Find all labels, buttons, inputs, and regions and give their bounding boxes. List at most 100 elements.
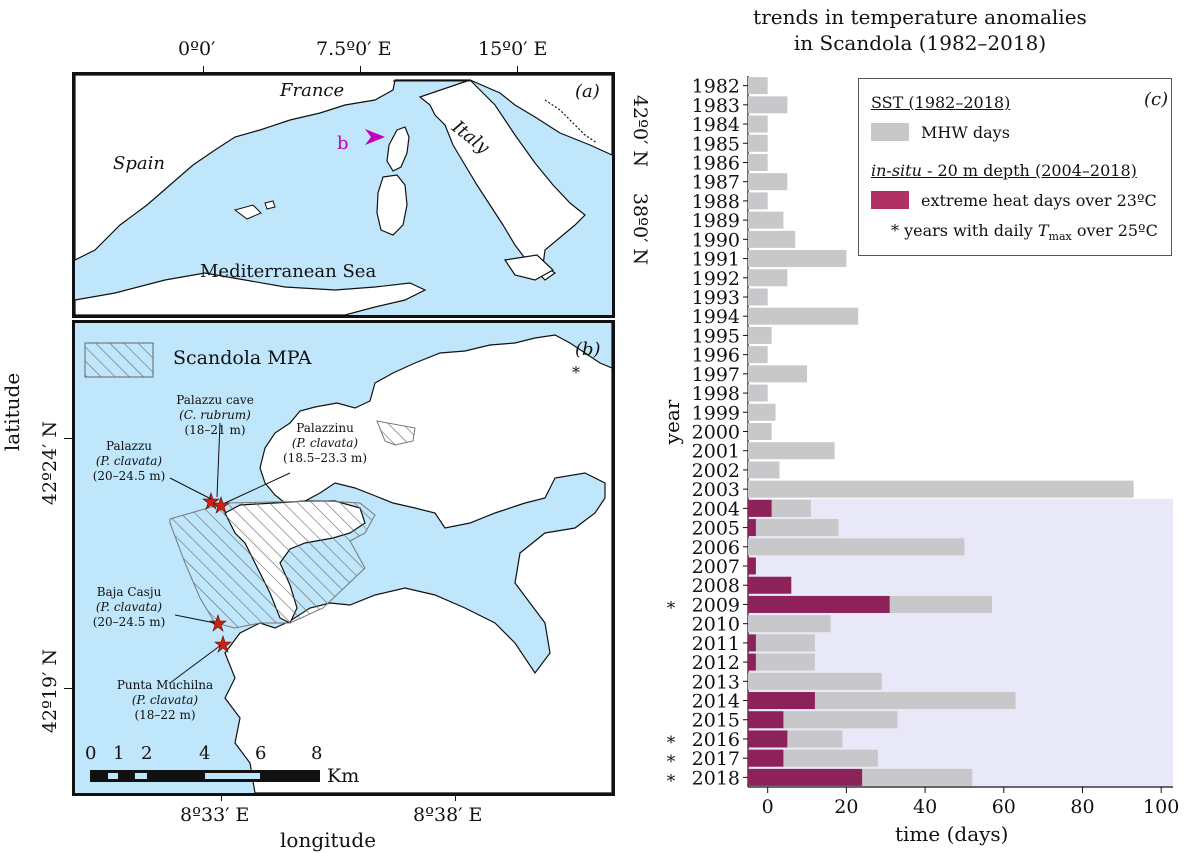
bar-mhw-1983 [748,96,788,114]
bar-mhw-1990 [748,230,796,248]
chart-title-line-1: trends in temperature anomalies [753,5,1087,29]
bar-mhw-1988 [748,192,768,210]
bar-mhw-1986 [748,153,768,171]
y-tick-label-2008: 2008 [692,575,740,597]
y-tick-label-1990: 1990 [692,229,740,251]
y-tick-label-2012: 2012 [692,652,740,674]
site-label-punta-muchilna: Punta Muchilna (P. clavata) (18–22 m) [116,678,214,722]
y-tick-label-2003: 2003 [692,479,740,501]
star-marker-2018: * [667,771,676,791]
bar-mhw-1995 [748,326,772,344]
bar-mhw-2005 [748,519,839,537]
y-tick-label-1995: 1995 [692,325,740,347]
map-panel-a: France Italy Spain Mediterranean Sea b (… [72,72,615,318]
panel-b-asterisk: * [572,363,580,382]
y-tick-label-2013: 2013 [692,671,740,693]
y-tick-label-1988: 1988 [692,191,740,213]
scale-number-1: 1 [113,743,125,764]
site-star-icon [209,614,227,632]
star-marker-2017: * [667,752,676,772]
panel-b-label: (b) [575,339,601,360]
legend-item-mhw: MHW days [921,123,1010,142]
y-tick-label-2010: 2010 [692,614,740,636]
y-tick-label-2002: 2002 [692,460,740,482]
x-tick-label-40: 40 [913,796,937,818]
y-tick-label-2009: 2009 [692,594,740,616]
top-tick-0: 0º0′ [178,38,216,60]
x-tick-label-0: 0 [762,796,774,818]
x-tick-label-60: 60 [992,796,1016,818]
chart-legend: SST (1982–2018) (c) MHW days in-situ - 2… [858,78,1172,256]
x-tick-label-20: 20 [834,796,858,818]
legend-item-extreme: extreme heat days over 23ºC [921,191,1157,210]
site-star-icon [214,635,232,653]
y-tick-label-2017: 2017 [692,748,740,770]
bottom-tick-mark-1 [455,793,456,801]
y-tick-label-2005: 2005 [692,518,740,540]
legend-swatch-mhw [871,123,909,141]
bar-extreme-2016 [748,730,788,748]
bar-mhw-1994 [748,307,859,325]
y-tick-label-1983: 1983 [692,95,740,117]
scale-number-6: 6 [255,743,267,764]
bar-extreme-2012 [748,653,756,671]
legend-note-tmax: * years with daily Tmax over 25ºC [891,221,1158,244]
bar-mhw-1984 [748,115,768,133]
site-label-baja-casju: Baja Casju (P. clavata) (20–24.5 m) [92,585,166,629]
map-b-land [84,323,612,793]
y-tick-label-1993: 1993 [692,287,740,309]
panel-a-label: (a) [575,81,600,102]
chart-ylabel: year [660,399,684,445]
scale-number-2: 2 [141,743,153,764]
y-tick-label-1989: 1989 [692,210,740,232]
bar-mhw-1999 [748,403,776,421]
y-tick-label-1996: 1996 [692,345,740,367]
y-tick-label-2000: 2000 [692,422,740,444]
bar-extreme-2014 [748,692,815,710]
bar-mhw-2002 [748,461,780,479]
panel-c-label: (c) [1144,89,1169,110]
top-tick-2: 15º0′ E [478,38,548,60]
bottom-tick-0: 8º33′ E [180,804,250,826]
chart-title-line-2: in Scandola (1982–2018) [793,31,1047,55]
y-tick-label-1998: 1998 [692,383,740,405]
y-tick-label-1999: 1999 [692,402,740,424]
y-tick-label-2015: 2015 [692,710,740,732]
y-tick-label-2014: 2014 [692,691,740,713]
bar-mhw-2006 [748,538,965,556]
mpa-legend-label: Scandola MPA [173,347,312,369]
y-tick-label-1986: 1986 [692,152,740,174]
y-tick-label-1992: 1992 [692,268,740,290]
top-tick-1: 7.5º0′ E [316,38,392,60]
y-tick-label-2004: 2004 [692,498,740,520]
bar-mhw-2015 [748,711,898,729]
x-tick-label-80: 80 [1070,796,1094,818]
bar-mhw-1989 [748,211,784,229]
bar-extreme-2004 [748,499,772,517]
bar-mhw-1991 [748,250,847,268]
y-tick-label-1997: 1997 [692,364,740,386]
legend-swatch-extreme [871,191,909,209]
y-tick-label-2016: 2016 [692,729,740,751]
y-tick-label-2006: 2006 [692,537,740,559]
country-label-france: France [280,80,345,101]
legend-heading-sst: SST (1982–2018) [871,93,1011,112]
bar-extreme-2009 [748,595,890,613]
location-marker-icon [365,129,385,145]
bar-extreme-2018 [748,768,863,786]
top-tick-mark-1 [360,66,361,74]
y-tick-label-2018: 2018 [692,767,740,789]
bar-mhw-1992 [748,269,788,287]
site-label-palazzu: Palazzu (P. clavata) (20–24.5 m) [92,439,166,483]
marker-label: b [337,133,349,154]
scale-number-8: 8 [311,743,323,764]
bar-mhw-1997 [748,365,808,383]
bar-mhw-2013 [748,672,882,690]
bar-extreme-2007 [748,557,756,575]
map-xlabel: longitude [280,828,377,852]
y-tick-label-2001: 2001 [692,441,740,463]
map-panel-b: Scandola MPA (b) * Palazzu cave (C. rubr… [72,320,615,796]
scale-number-4: 4 [199,743,211,764]
bottom-tick-1: 8º38′ E [413,804,483,826]
